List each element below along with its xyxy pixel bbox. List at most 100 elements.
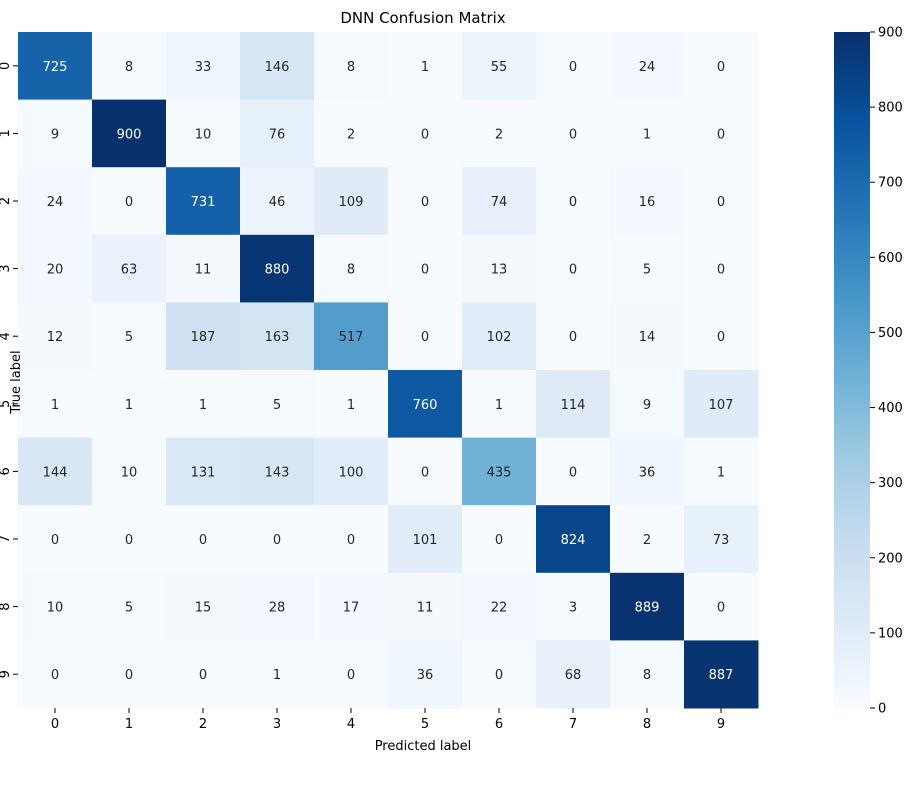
cell-value-label: 0 bbox=[569, 60, 577, 75]
heatmap-cell bbox=[18, 572, 93, 641]
x-tick-label: 7 bbox=[569, 717, 577, 732]
heatmap-cell bbox=[388, 437, 463, 506]
heatmap-cell bbox=[388, 370, 463, 439]
cell-value-label: 435 bbox=[487, 465, 512, 480]
cell-value-label: 1 bbox=[199, 398, 207, 413]
heatmap-cell bbox=[314, 167, 389, 236]
heatmap-cell bbox=[684, 572, 759, 641]
cell-value-label: 8 bbox=[347, 60, 355, 75]
y-tick-label: 9 bbox=[0, 670, 13, 678]
heatmap-cell bbox=[92, 99, 167, 168]
heatmap-cell bbox=[388, 302, 463, 371]
cell-value-label: 5 bbox=[273, 398, 281, 413]
cell-value-label: 187 bbox=[191, 330, 216, 345]
cell-value-label: 74 bbox=[491, 195, 508, 210]
cell-value-label: 5 bbox=[125, 330, 133, 345]
colorbar-tick-label: 800 bbox=[878, 101, 903, 116]
x-axis-label: Predicted label bbox=[375, 739, 472, 754]
heatmap-cell bbox=[314, 640, 389, 709]
heatmap-cell bbox=[684, 167, 759, 236]
cell-value-label: 36 bbox=[639, 465, 656, 480]
heatmap-cell bbox=[388, 32, 463, 101]
heatmap-cell bbox=[92, 437, 167, 506]
heatmap-cell bbox=[240, 302, 315, 371]
heatmap-cell bbox=[166, 99, 241, 168]
cell-value-label: 0 bbox=[717, 195, 725, 210]
heatmap-cell bbox=[684, 505, 759, 574]
cell-value-label: 0 bbox=[347, 533, 355, 548]
cell-value-label: 22 bbox=[491, 601, 508, 616]
heatmap-cell bbox=[536, 167, 611, 236]
cell-value-label: 0 bbox=[421, 465, 429, 480]
cell-value-label: 101 bbox=[413, 533, 438, 548]
cell-value-label: 0 bbox=[569, 330, 577, 345]
cell-value-label: 10 bbox=[195, 127, 212, 142]
cell-value-label: 63 bbox=[121, 263, 138, 278]
y-tick-label: 1 bbox=[0, 129, 13, 137]
heatmap-cell bbox=[462, 437, 537, 506]
cell-value-label: 0 bbox=[717, 601, 725, 616]
heatmap-cell bbox=[536, 640, 611, 709]
heatmap-cell bbox=[610, 32, 685, 101]
cell-value-label: 11 bbox=[195, 263, 212, 278]
y-tick-label: 7 bbox=[0, 535, 13, 543]
heatmap-cell bbox=[92, 167, 167, 236]
colorbar-tick-label: 100 bbox=[878, 626, 903, 641]
y-tick-label: 3 bbox=[0, 264, 13, 272]
heatmap-cell bbox=[610, 437, 685, 506]
heatmap-cell bbox=[18, 370, 93, 439]
cell-value-label: 1 bbox=[643, 127, 651, 142]
cell-value-label: 1 bbox=[125, 398, 133, 413]
heatmap-cell bbox=[166, 370, 241, 439]
heatmap-cell bbox=[18, 32, 93, 101]
heatmap-cell bbox=[462, 234, 537, 303]
heatmap-cell bbox=[610, 640, 685, 709]
heatmap-cell bbox=[314, 32, 389, 101]
cell-value-label: 1 bbox=[51, 398, 59, 413]
cell-value-label: 68 bbox=[565, 668, 582, 683]
heatmap-cell bbox=[684, 32, 759, 101]
heatmap-cell bbox=[166, 32, 241, 101]
y-axis-ticks: 0 1 2 3 4 5 6 7 8 9 bbox=[0, 62, 18, 678]
cell-value-label: 9 bbox=[51, 127, 59, 142]
cell-value-label: 163 bbox=[265, 330, 290, 345]
cell-value-label: 2 bbox=[347, 127, 355, 142]
cell-value-label: 10 bbox=[47, 601, 64, 616]
heatmap-cell bbox=[684, 370, 759, 439]
cell-value-label: 0 bbox=[125, 668, 133, 683]
cell-value-label: 880 bbox=[265, 263, 290, 278]
heatmap-cell bbox=[92, 32, 167, 101]
cell-value-label: 0 bbox=[51, 668, 59, 683]
x-tick-label: 6 bbox=[495, 717, 503, 732]
cell-value-label: 0 bbox=[347, 668, 355, 683]
cell-value-label: 824 bbox=[561, 533, 586, 548]
cell-value-label: 46 bbox=[269, 195, 286, 210]
cell-value-label: 1 bbox=[347, 398, 355, 413]
heatmap-cell bbox=[92, 370, 167, 439]
heatmap-cell bbox=[92, 302, 167, 371]
cell-value-label: 0 bbox=[199, 668, 207, 683]
heatmap-cell bbox=[388, 572, 463, 641]
heatmap-cell bbox=[166, 234, 241, 303]
heatmap-cell bbox=[536, 572, 611, 641]
cell-value-label: 0 bbox=[569, 127, 577, 142]
heatmap-cell bbox=[240, 167, 315, 236]
cell-value-label: 731 bbox=[191, 195, 216, 210]
heatmap-cell bbox=[18, 505, 93, 574]
cell-value-label: 889 bbox=[635, 601, 660, 616]
cell-value-label: 73 bbox=[713, 533, 730, 548]
heatmap-cell bbox=[536, 505, 611, 574]
heatmap-cell bbox=[18, 302, 93, 371]
heatmap-cell bbox=[240, 505, 315, 574]
cell-value-label: 2 bbox=[495, 127, 503, 142]
heatmap-cell bbox=[462, 640, 537, 709]
heatmap-cell bbox=[314, 572, 389, 641]
heatmap-cell bbox=[240, 370, 315, 439]
x-tick-label: 2 bbox=[199, 717, 207, 732]
cell-value-label: 13 bbox=[491, 263, 508, 278]
cell-value-label: 0 bbox=[125, 195, 133, 210]
colorbar bbox=[834, 32, 870, 708]
cell-value-label: 0 bbox=[421, 127, 429, 142]
cell-value-label: 2 bbox=[643, 533, 651, 548]
